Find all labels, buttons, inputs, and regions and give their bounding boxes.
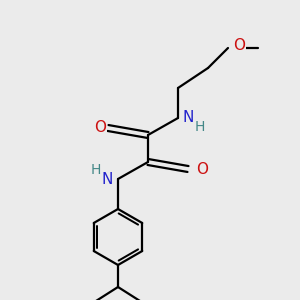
Text: O: O xyxy=(94,121,106,136)
Text: H: H xyxy=(91,163,101,177)
Text: O: O xyxy=(233,38,245,53)
Text: N: N xyxy=(102,172,113,187)
Text: N: N xyxy=(183,110,194,124)
Text: H: H xyxy=(195,120,206,134)
Text: O: O xyxy=(196,161,208,176)
